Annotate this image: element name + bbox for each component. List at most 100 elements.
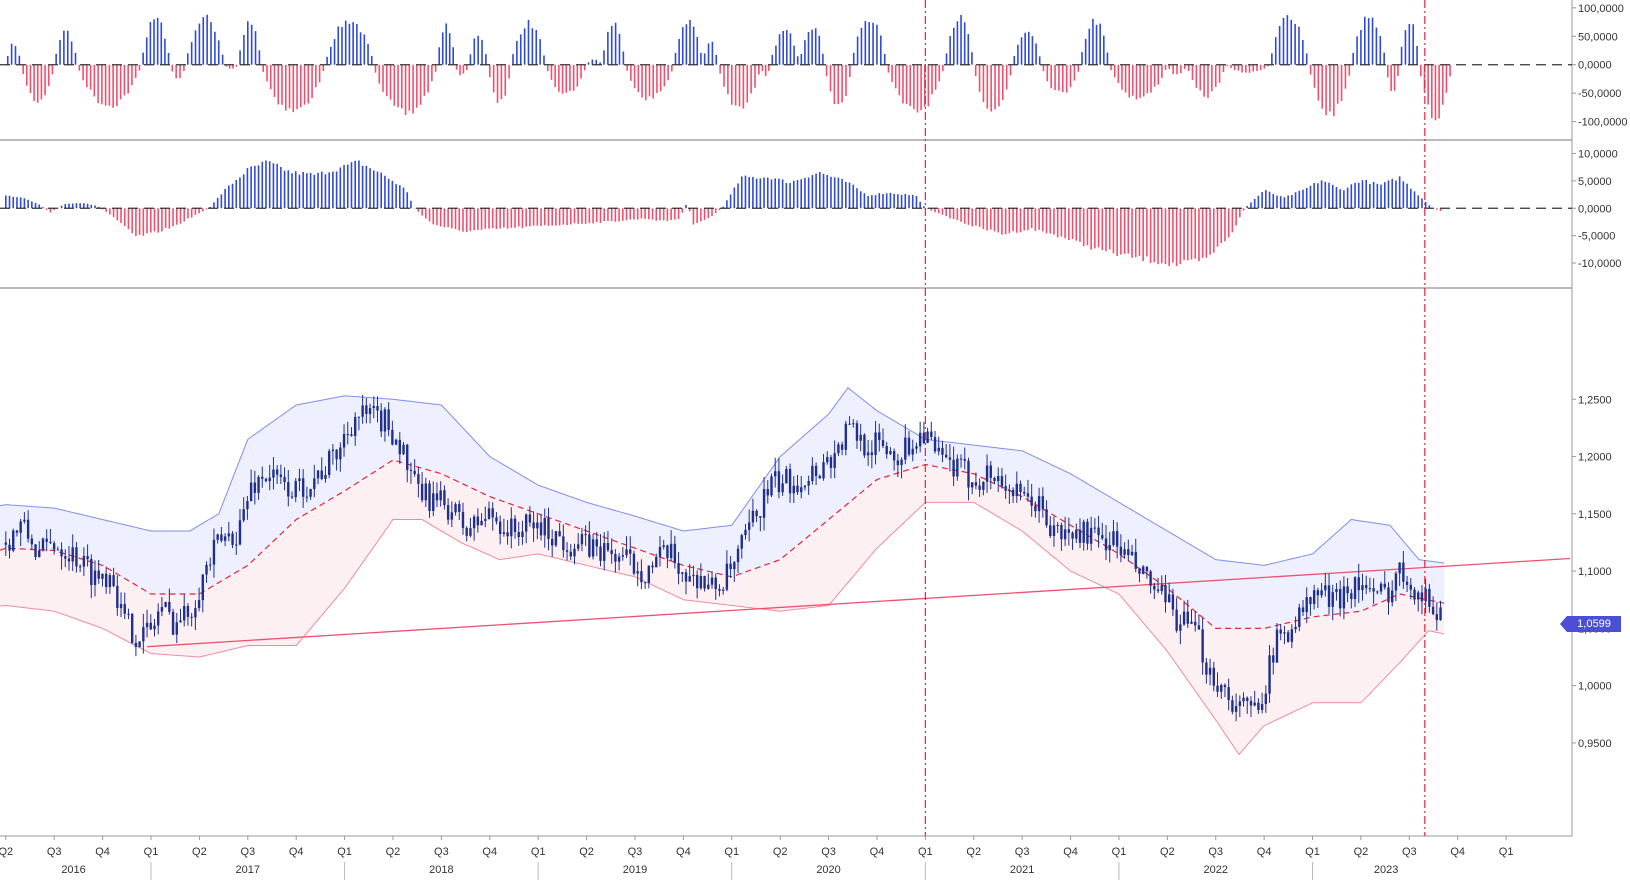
candle (1108, 531, 1111, 563)
candle (956, 454, 959, 481)
candle-body (90, 559, 93, 586)
candle-body (1283, 632, 1286, 634)
candle (1160, 575, 1163, 595)
candle (1175, 597, 1178, 633)
x-quarter-label: Q3 (1402, 846, 1417, 858)
candle-body (424, 483, 428, 501)
candle (1067, 517, 1071, 546)
candle-body (800, 487, 803, 493)
candle-body (432, 493, 435, 512)
candle-body (327, 451, 331, 476)
candle-body (1201, 629, 1204, 663)
candle-body (1160, 585, 1163, 592)
candle (197, 587, 201, 612)
candle-body (1220, 685, 1223, 692)
candle (963, 447, 966, 470)
candle-body (406, 444, 409, 470)
candle (472, 514, 476, 541)
candle-body (402, 444, 405, 455)
candle (967, 457, 970, 501)
candle-body (454, 504, 457, 513)
candle (506, 520, 509, 545)
candle (183, 594, 186, 627)
candle-body (1023, 492, 1026, 494)
candle-body (145, 622, 149, 628)
candle (1000, 467, 1004, 489)
candle (49, 528, 52, 544)
candle (231, 531, 234, 549)
candle-body (383, 409, 387, 432)
candle (220, 526, 223, 543)
candle (1194, 611, 1197, 632)
candle-body (539, 522, 543, 536)
candle (287, 470, 290, 507)
x-quarter-label: Q4 (1063, 846, 1078, 858)
candle-body (175, 622, 178, 635)
candle-body (108, 575, 112, 588)
candle-body (149, 622, 152, 630)
candle (8, 538, 11, 559)
candle (714, 573, 717, 600)
last-price-badge: 1,0599 (1560, 616, 1621, 632)
candle (261, 466, 264, 488)
candle-body (1242, 697, 1245, 702)
candle (495, 512, 498, 525)
candle (406, 443, 409, 483)
candle (788, 463, 792, 503)
candle (346, 421, 349, 445)
candle-body (272, 469, 275, 478)
panel-price: 1,25001,20001,15001,10001,05001,00000,95… (0, 387, 1612, 756)
candle-body (261, 476, 264, 479)
candle (119, 592, 123, 618)
candle-body (666, 545, 669, 559)
candle (1394, 571, 1398, 602)
candle-body (554, 531, 558, 546)
candle-body (1379, 583, 1383, 592)
candle (1205, 657, 1208, 684)
candle (747, 509, 751, 542)
candle-body (1413, 589, 1416, 600)
candle (699, 563, 703, 590)
candle (235, 531, 238, 555)
x-quarter-label: Q2 (579, 846, 594, 858)
candle (911, 439, 914, 462)
candle-body (194, 608, 197, 618)
candle-body (565, 550, 569, 552)
y-tick-label: 1,0000 (1578, 681, 1612, 693)
candle (498, 515, 502, 545)
candle-body (171, 611, 175, 635)
candle (1004, 474, 1007, 499)
candle-body (495, 517, 498, 522)
candle-body (127, 613, 130, 615)
candle-body (465, 527, 468, 536)
candle-body (164, 601, 167, 607)
candle-body (822, 462, 825, 479)
candle-body (298, 478, 301, 482)
candle (402, 441, 405, 455)
candle-body (1186, 611, 1189, 624)
candle (223, 533, 227, 547)
candle (1015, 471, 1019, 503)
candle (1246, 696, 1249, 714)
candle (896, 453, 900, 478)
upper-band-line (0, 387, 1445, 566)
candle (104, 566, 108, 594)
x-year-label: 2016 (61, 864, 85, 876)
candle (1409, 578, 1412, 600)
candle-body (792, 485, 795, 494)
candle (78, 564, 82, 573)
candle (543, 508, 546, 548)
candle (1149, 569, 1152, 594)
candle (818, 474, 822, 479)
candle-body (1089, 527, 1093, 544)
candle (1186, 599, 1189, 628)
candle (1115, 522, 1119, 559)
candle (1398, 562, 1401, 587)
candle (1041, 487, 1045, 518)
candle (985, 454, 989, 493)
candle-body (1279, 629, 1282, 634)
candle-body (1175, 609, 1178, 631)
candle-body (926, 431, 929, 443)
candle (1428, 583, 1431, 613)
candle (86, 544, 89, 567)
